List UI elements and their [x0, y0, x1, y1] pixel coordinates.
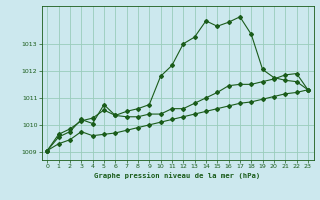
X-axis label: Graphe pression niveau de la mer (hPa): Graphe pression niveau de la mer (hPa): [94, 172, 261, 179]
